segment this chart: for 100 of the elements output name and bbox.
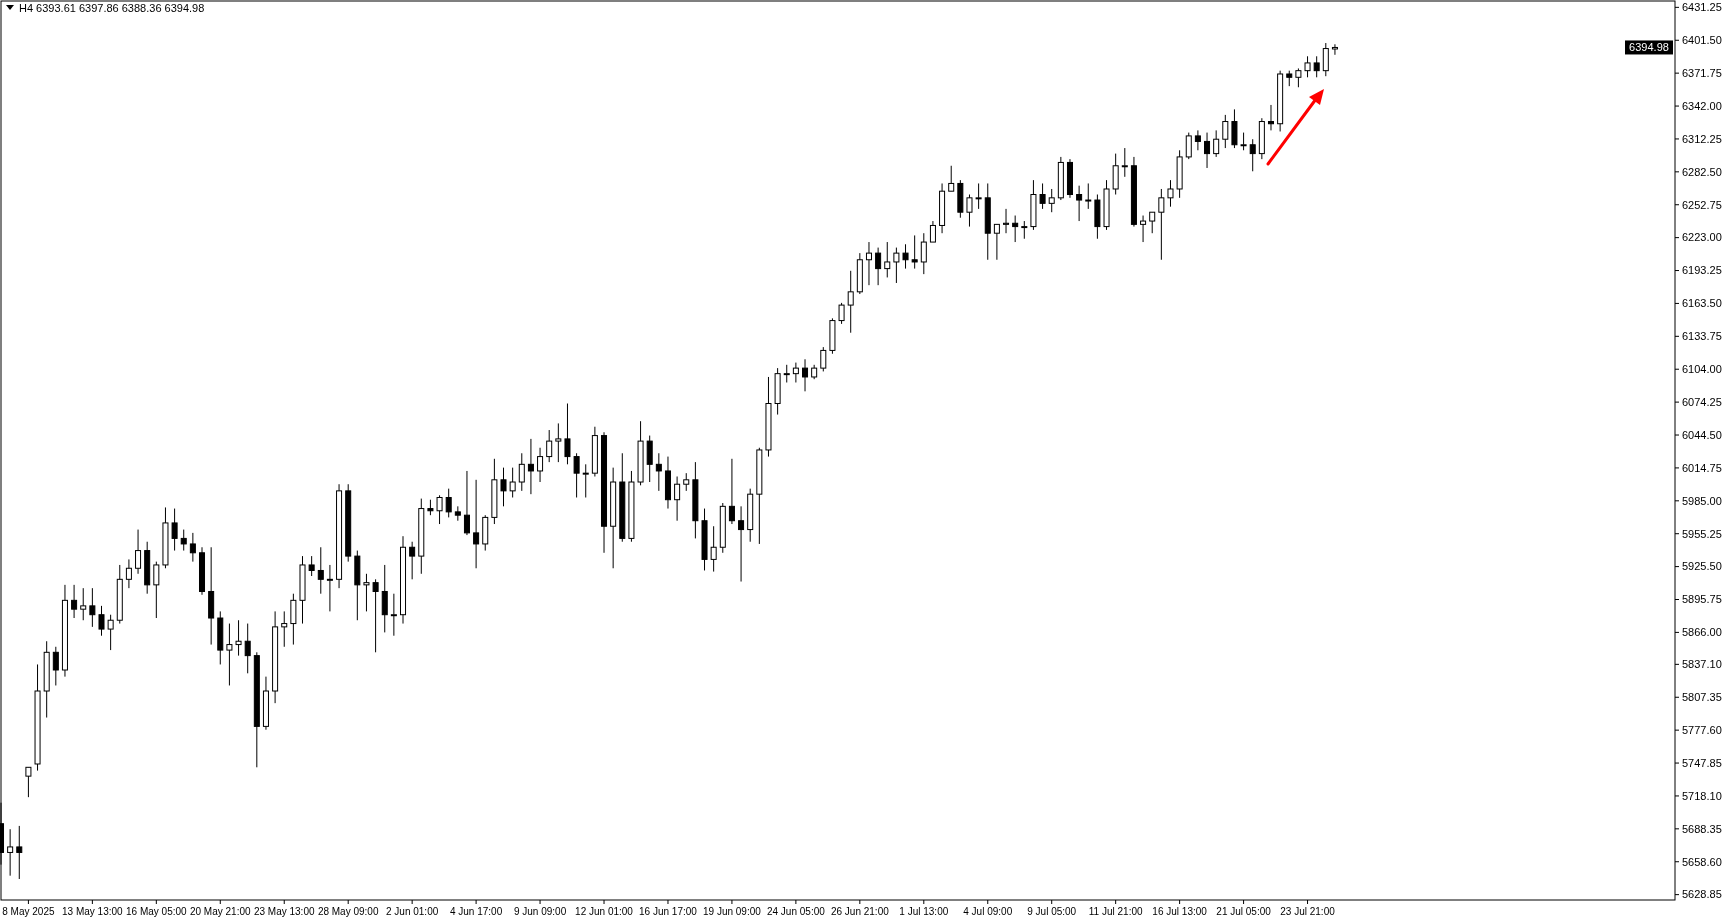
candlestick [409,541,416,580]
candlestick [1295,67,1302,88]
x-tick-label: 23 Jul 21:00 [1280,906,1336,917]
candlestick [1331,43,1338,56]
candlestick [107,614,114,651]
y-tick-label: 6342.00 [1682,99,1722,112]
y-tick-label: 5658.60 [1682,855,1722,868]
candlestick [1112,153,1119,196]
y-tick-label: 6074.25 [1682,395,1722,408]
candlestick [1012,215,1019,243]
candlestick [1085,182,1092,210]
candlestick [317,546,324,595]
candlestick [80,587,87,621]
y-tick-label: 6431.25 [1682,1,1722,14]
candlestick [1140,215,1147,243]
candlestick [893,247,900,284]
candlestick [1267,104,1275,131]
candlestick [1121,147,1128,178]
candlestick [1231,108,1238,149]
y-tick-label: 5895.75 [1682,593,1722,606]
candlestick [920,232,927,275]
candlestick [655,452,662,492]
y-tick-label: 5925.50 [1682,560,1722,573]
candlestick [1185,132,1192,160]
y-tick-label: 6193.25 [1682,264,1722,277]
y-tick-label: 5747.85 [1682,756,1722,769]
x-tick-label: 28 May 09:00 [317,906,379,917]
candlestick [25,766,32,798]
candlestick [911,234,918,270]
candlestick [929,220,936,243]
y-tick-label: 5955.25 [1682,527,1722,540]
candlestick [1194,129,1201,151]
x-tick-label: 19 Jun 09:00 [703,906,762,917]
x-tick-label: 21 Jul 05:00 [1216,906,1272,917]
y-tick-label: 6104.00 [1682,363,1722,376]
y-tick-label: 5807.35 [1682,691,1722,704]
candlestick [902,243,909,270]
x-tick-label: 1 Jul 13:00 [899,906,949,917]
candlestick [71,584,78,619]
candlestick [993,223,1000,261]
candlestick [189,532,196,563]
y-tick-label: 6163.50 [1682,297,1722,310]
candlestick [235,619,242,657]
x-tick-label: 20 May 21:00 [189,906,252,917]
y-tick-label: 6282.50 [1682,165,1722,178]
y-tick-label: 6371.75 [1682,67,1722,79]
candlestick [710,525,717,573]
candlestick [473,479,480,569]
candlestick [1322,42,1329,77]
candlestick [582,463,589,498]
candlestick [564,403,571,465]
x-tick-label: 8 May 2025 [2,906,55,917]
y-tick-label: 5866.00 [1682,626,1722,639]
y-tick-label: 5777.60 [1682,724,1722,736]
candlestick [135,529,142,575]
candlestick [838,302,845,325]
candlestick [500,467,507,507]
candlestick [527,438,534,495]
y-tick-label: 5837.10 [1682,658,1722,671]
candlestick [884,241,891,278]
x-tick-label: 12 Jun 01:00 [575,906,634,917]
candlestick [153,561,160,619]
candlestick [171,508,178,552]
candlestick [89,587,96,628]
candlestick [436,494,443,525]
candlestick [966,194,973,228]
candlestick [802,358,809,392]
candlestick [326,564,333,612]
chart-title: H4 6393.61 6397.86 6388.36 6394.98 [19,2,205,14]
x-tick-label: 23 May 13:00 [253,906,315,917]
y-tick-label: 6223.00 [1682,231,1722,244]
candlestick [1167,179,1174,208]
candlestick [509,467,516,498]
candlestick [518,452,525,492]
y-tick-label: 6133.75 [1682,330,1722,343]
y-tick-label: 5985.00 [1682,494,1722,507]
candlestick [1213,129,1220,158]
y-tick-label: 5628.85 [1682,888,1722,901]
y-tick-label: 5688.35 [1682,822,1722,835]
candlestick [7,828,14,877]
y-tick-label: 6044.50 [1682,428,1722,441]
candlestick [820,346,827,372]
x-tick-label: 16 Jun 17:00 [639,906,698,917]
x-tick-label: 16 Jul 13:00 [1152,906,1208,917]
y-tick-label: 6312.25 [1682,132,1722,145]
candlestick [1304,55,1311,78]
candlestick [363,573,370,612]
x-tick-label: 16 May 05:00 [126,906,188,917]
candlestick [573,452,580,498]
candlestick [975,182,982,210]
candlestick [847,270,854,334]
candlestick [546,429,553,463]
candlestick [792,362,799,383]
x-tick-label: 4 Jul 09:00 [963,906,1013,917]
x-tick-label: 2 Jun 01:00 [386,906,439,917]
candlestick [445,488,452,518]
candlestick [1149,211,1156,234]
candlestick [180,529,187,552]
candlestick [1204,132,1211,169]
candlestick [381,564,388,633]
